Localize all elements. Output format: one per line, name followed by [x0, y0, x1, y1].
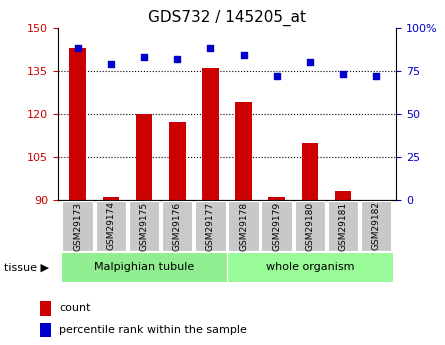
Text: GSM29176: GSM29176	[173, 201, 182, 250]
Text: Malpighian tubule: Malpighian tubule	[94, 263, 194, 272]
Title: GDS732 / 145205_at: GDS732 / 145205_at	[148, 10, 306, 26]
Point	[107, 61, 114, 67]
Point	[174, 56, 181, 61]
Point	[141, 54, 148, 60]
Bar	[136, 114, 152, 200]
Text: count: count	[59, 303, 91, 313]
Point	[372, 73, 380, 79]
FancyBboxPatch shape	[61, 253, 227, 282]
Bar	[235, 102, 252, 200]
Bar	[335, 191, 351, 200]
Bar	[40, 323, 51, 337]
FancyBboxPatch shape	[96, 201, 126, 251]
FancyBboxPatch shape	[227, 253, 393, 282]
Point	[273, 73, 280, 79]
Text: GSM29179: GSM29179	[272, 201, 281, 250]
Point	[74, 46, 81, 51]
Point	[340, 71, 347, 77]
Text: percentile rank within the sample: percentile rank within the sample	[59, 325, 247, 335]
Text: tissue ▶: tissue ▶	[4, 263, 49, 272]
Point	[240, 52, 247, 58]
Text: GSM29182: GSM29182	[372, 201, 380, 250]
Point	[306, 59, 313, 65]
Text: whole organism: whole organism	[266, 263, 354, 272]
Bar	[69, 48, 86, 200]
Bar	[40, 301, 51, 316]
FancyBboxPatch shape	[195, 201, 226, 251]
Text: GSM29180: GSM29180	[305, 201, 314, 250]
Bar	[169, 122, 186, 200]
Text: GSM29175: GSM29175	[140, 201, 149, 250]
Bar	[202, 68, 218, 200]
Text: GSM29177: GSM29177	[206, 201, 215, 250]
FancyBboxPatch shape	[261, 201, 292, 251]
Bar	[268, 197, 285, 200]
FancyBboxPatch shape	[162, 201, 193, 251]
Point	[207, 46, 214, 51]
Text: GSM29178: GSM29178	[239, 201, 248, 250]
Text: GSM29173: GSM29173	[73, 201, 82, 250]
Bar	[103, 197, 119, 200]
FancyBboxPatch shape	[295, 201, 325, 251]
FancyBboxPatch shape	[361, 201, 392, 251]
Bar	[302, 142, 318, 200]
FancyBboxPatch shape	[228, 201, 259, 251]
Text: GSM29174: GSM29174	[106, 201, 115, 250]
FancyBboxPatch shape	[62, 201, 93, 251]
FancyBboxPatch shape	[129, 201, 159, 251]
Text: GSM29181: GSM29181	[339, 201, 348, 250]
FancyBboxPatch shape	[328, 201, 358, 251]
